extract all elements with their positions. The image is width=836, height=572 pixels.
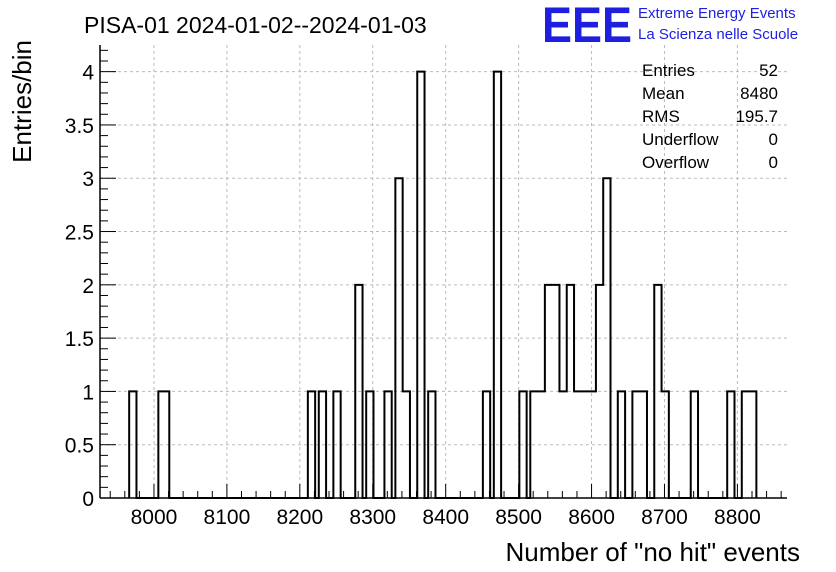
stats-overflow-label: Overflow: [642, 153, 710, 172]
eee-logo: EEE Extreme Energy Events La Scienza nel…: [542, 0, 798, 53]
y-tick-label-4: 2: [82, 275, 94, 298]
stats-entries-value: 52: [759, 61, 778, 80]
y-tick-label-3: 1.5: [65, 328, 94, 351]
stats-entries-label: Entries: [642, 61, 695, 80]
y-tick-label-0: 0: [82, 488, 94, 511]
chart-title: PISA-01 2024-01-02--2024-01-03: [84, 12, 427, 38]
x-tick-label-8: 8800: [714, 506, 761, 529]
y-tick-label-2: 1: [82, 381, 94, 404]
stats-mean-value: 8480: [740, 84, 778, 103]
grid-lines: [100, 45, 787, 498]
stats-underflow-label: Underflow: [642, 130, 719, 149]
stats-rms-label: RMS: [642, 107, 680, 126]
stats-underflow-value: 0: [769, 130, 778, 149]
stats-overflow-value: 0: [769, 153, 778, 172]
x-tick-label-3: 8300: [349, 506, 396, 529]
stats-mean-label: Mean: [642, 84, 685, 103]
y-tick-label-1: 0.5: [65, 435, 94, 458]
x-tick-label-6: 8600: [568, 506, 615, 529]
stats-box: Entries 52 Mean 8480 RMS 195.7 Underflow…: [642, 61, 778, 172]
x-tick-label-4: 8400: [422, 506, 469, 529]
logo-line-1: Extreme Energy Events: [638, 5, 796, 22]
x-axis-title: Number of "no hit" events: [506, 537, 801, 567]
plot-frame: [99, 45, 787, 499]
y-tick-label-6: 3: [82, 168, 94, 191]
x-tick-label-5: 8500: [495, 506, 542, 529]
stats-rms-value: 195.7: [735, 107, 778, 126]
y-axis: 0 0.5 1 1.5 2 2.5 3 3.5 4: [65, 49, 116, 511]
logo-line-2: La Scienza nelle Scuole: [638, 26, 798, 43]
y-tick-label-7: 3.5: [65, 115, 94, 138]
x-tick-label-2: 8200: [276, 506, 323, 529]
x-axis: 8000 8100 8200 8300 8400 8500 8600 8700 8800: [109, 484, 782, 529]
histogram-step-line: [128, 70, 758, 499]
x-tick-label-1: 8100: [204, 506, 251, 529]
x-tick-label-0: 8000: [131, 506, 178, 529]
eee-logo-mark: EEE: [542, 0, 632, 53]
y-tick-label-8: 4: [82, 62, 94, 85]
y-tick-label-5: 2.5: [65, 222, 94, 245]
x-tick-label-7: 8700: [641, 506, 688, 529]
y-axis-title: Entries/bin: [7, 40, 37, 163]
